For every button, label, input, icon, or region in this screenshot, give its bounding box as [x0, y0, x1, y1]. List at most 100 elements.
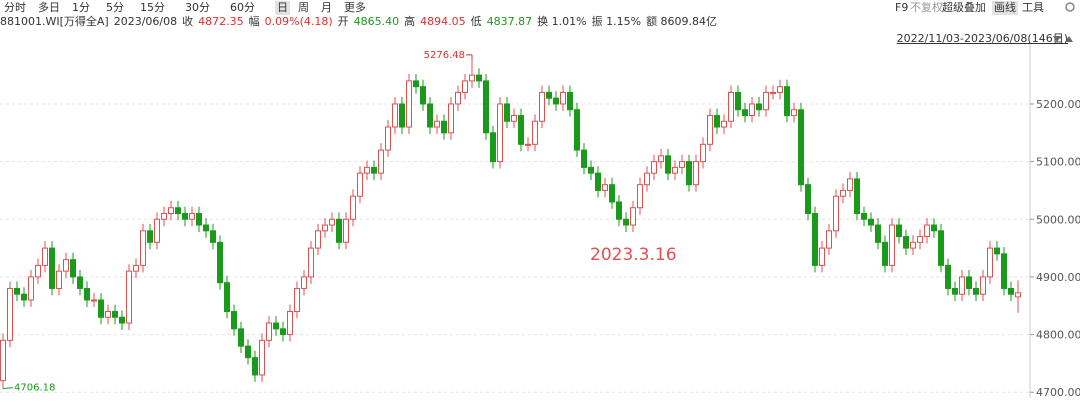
- candle-body: [329, 218, 335, 226]
- candle-body: [413, 80, 419, 88]
- candle-body: [987, 247, 993, 278]
- candle-body: [49, 247, 55, 289]
- date-range[interactable]: 2022/11/03-2023/06/08(146日): [896, 32, 1068, 45]
- info-item: 2023/06/08: [113, 15, 178, 28]
- toolbar-tool[interactable]: 工具: [1022, 1, 1044, 14]
- candle-body: [574, 109, 580, 151]
- toolbar-tab[interactable]: 30分: [185, 1, 210, 14]
- candle-body: [651, 161, 657, 174]
- candle-body: [812, 213, 818, 266]
- candle-body: [252, 357, 258, 376]
- candle-body: [119, 316, 125, 324]
- candle-body: [518, 114, 524, 145]
- info-item: 0.09%(4.18): [264, 15, 333, 28]
- candle-body: [903, 236, 909, 249]
- candle-body: [0, 339, 6, 382]
- candle-body: [819, 247, 825, 266]
- y-tick-label: 5200.00: [1036, 98, 1080, 111]
- candle-body: [462, 80, 468, 93]
- y-tick-label: 4700.00: [1036, 386, 1080, 399]
- candle-body: [231, 311, 237, 330]
- candle-body: [546, 91, 552, 99]
- toolbar-tab[interactable]: 日: [275, 1, 290, 15]
- toolbar-tool[interactable]: 超级叠加: [942, 1, 986, 14]
- candle-body: [770, 91, 776, 94]
- candle-body: [700, 143, 706, 163]
- toolbar-tab[interactable]: 1分: [72, 1, 90, 14]
- info-item: 额 8609.84亿: [646, 15, 718, 28]
- candle-body: [637, 184, 643, 209]
- toolbar-tab[interactable]: 15分: [140, 1, 165, 14]
- candle-body: [910, 241, 916, 249]
- candle-body: [175, 207, 181, 215]
- candle-body: [602, 184, 608, 191]
- candle-body: [84, 287, 90, 301]
- toolbar-tool[interactable]: F9: [895, 1, 909, 14]
- candle-body: [721, 120, 727, 128]
- candle-body: [441, 120, 447, 134]
- toolbar-tab[interactable]: 周: [298, 1, 309, 14]
- candle-body: [154, 218, 160, 243]
- candle-body: [616, 201, 622, 220]
- candle-body: [14, 287, 20, 295]
- candle-body: [378, 149, 384, 174]
- candle-body: [140, 230, 146, 266]
- candle-body: [434, 120, 440, 128]
- candle-body: [504, 103, 510, 122]
- toolbar-tool[interactable]: 不复权: [910, 1, 943, 14]
- candle-body: [882, 241, 888, 266]
- candle-body: [294, 287, 300, 313]
- candle-body: [448, 103, 454, 134]
- up-icon: [1065, 36, 1073, 42]
- candle-body: [70, 259, 76, 278]
- info-item: 高: [404, 15, 416, 28]
- max-label: 5276.48: [424, 50, 465, 61]
- candle-body: [77, 276, 83, 289]
- candle-body: [168, 207, 174, 215]
- candle-body: [854, 178, 860, 215]
- candle-body: [455, 91, 461, 105]
- toolbar-tab[interactable]: 多日: [38, 1, 60, 14]
- candle-body: [287, 311, 293, 336]
- candle-body: [630, 207, 636, 226]
- toolbar-tab[interactable]: 5分: [106, 1, 124, 14]
- info-item: 换 1.01%: [537, 15, 587, 28]
- toolbar-tab[interactable]: 月: [321, 1, 332, 14]
- candle-body: [196, 213, 202, 226]
- toolbar-tab[interactable]: 更多: [344, 1, 366, 14]
- candle-body: [476, 74, 482, 82]
- candle-body: [1015, 292, 1021, 298]
- candle-body: [840, 189, 846, 197]
- candle-body: [1001, 253, 1007, 289]
- candle-body: [728, 91, 734, 122]
- gear-icon: [1065, 2, 1075, 12]
- info-item: 4865.40: [353, 15, 400, 28]
- candle-body: [308, 247, 314, 278]
- toolbar-tool[interactable]: 画线: [992, 1, 1018, 15]
- candle-body: [35, 264, 41, 278]
- candle-body: [714, 114, 720, 128]
- candle-body: [917, 236, 923, 243]
- candle-body: [581, 149, 587, 168]
- candle-body: [301, 276, 307, 289]
- toolbar-tab[interactable]: 60分: [230, 1, 255, 14]
- candle-body: [147, 230, 153, 243]
- candle-body: [959, 276, 965, 295]
- candle-body: [343, 218, 349, 243]
- info-item: 低: [470, 15, 482, 28]
- toolbar-tab[interactable]: 分时: [4, 1, 26, 14]
- candle-body: [735, 91, 741, 111]
- candle-body: [210, 230, 216, 243]
- candle-body: [203, 224, 209, 232]
- min-label: 4706.18: [14, 383, 55, 394]
- candle-body: [693, 161, 699, 186]
- candle-body: [315, 230, 321, 249]
- candle-body: [763, 91, 769, 111]
- candle-body: [896, 224, 902, 238]
- candle-body: [56, 270, 62, 289]
- info-item: 4894.05: [420, 15, 466, 28]
- y-tick-label: 4900.00: [1036, 271, 1080, 284]
- info-item: 幅: [248, 15, 260, 28]
- annotation: 2023.3.16: [590, 245, 677, 265]
